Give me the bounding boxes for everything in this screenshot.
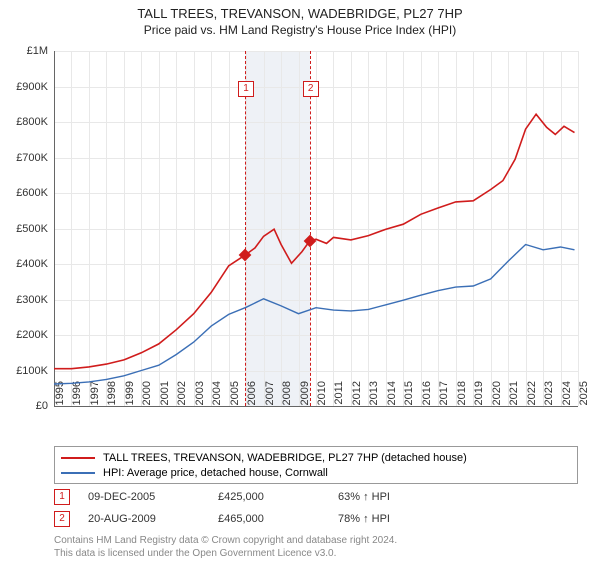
legend-swatch	[61, 457, 95, 459]
event-delta: 78% ↑ HPI	[338, 513, 448, 525]
chart-title: TALL TREES, TREVANSON, WADEBRIDGE, PL27 …	[0, 6, 600, 21]
legend: TALL TREES, TREVANSON, WADEBRIDGE, PL27 …	[54, 446, 578, 484]
y-axis-tick-label: £900K	[0, 81, 48, 93]
event-row: 2 20-AUG-2009£465,00078% ↑ HPI	[54, 510, 448, 528]
credit-line-2: This data is licensed under the Open Gov…	[54, 547, 397, 560]
legend-swatch	[61, 472, 95, 474]
event-date: 09-DEC-2005	[88, 491, 218, 503]
event-badge: 2	[54, 511, 70, 527]
series-line	[54, 245, 575, 385]
credit-text: Contains HM Land Registry data © Crown c…	[54, 534, 397, 560]
event-delta: 63% ↑ HPI	[338, 491, 448, 503]
y-axis-tick-label: £400K	[0, 258, 48, 270]
y-axis-tick-label: £200K	[0, 329, 48, 341]
y-axis-tick-label: £600K	[0, 187, 48, 199]
line-series	[54, 51, 578, 406]
event-badge: 1	[54, 489, 70, 505]
credit-line-1: Contains HM Land Registry data © Crown c…	[54, 534, 397, 547]
y-axis-tick-label: £500K	[0, 223, 48, 235]
legend-label: HPI: Average price, detached house, Corn…	[103, 467, 328, 479]
y-axis-tick-label: £300K	[0, 294, 48, 306]
event-price: £425,000	[218, 491, 338, 503]
y-axis-tick-label: £100K	[0, 365, 48, 377]
y-axis-tick-label: £800K	[0, 116, 48, 128]
event-date: 20-AUG-2009	[88, 513, 218, 525]
y-axis-tick-label: £1M	[0, 45, 48, 57]
event-price: £465,000	[218, 513, 338, 525]
chart-container: TALL TREES, TREVANSON, WADEBRIDGE, PL27 …	[0, 6, 600, 566]
legend-item: HPI: Average price, detached house, Corn…	[61, 465, 571, 480]
legend-label: TALL TREES, TREVANSON, WADEBRIDGE, PL27 …	[103, 452, 467, 464]
y-axis-tick-label: £700K	[0, 152, 48, 164]
event-row: 1 09-DEC-2005£425,00063% ↑ HPI	[54, 488, 448, 506]
series-line	[54, 114, 575, 369]
plot-area: £0£100K£200K£300K£400K£500K£600K£700K£80…	[54, 51, 578, 406]
x-axis-tick-label: 2025	[578, 381, 590, 411]
legend-item: TALL TREES, TREVANSON, WADEBRIDGE, PL27 …	[61, 450, 571, 465]
events-table: 1 09-DEC-2005£425,00063% ↑ HPI 2 20-AUG-200…	[54, 488, 448, 532]
chart-subtitle: Price paid vs. HM Land Registry's House …	[0, 23, 600, 37]
y-axis-tick-label: £0	[0, 400, 48, 412]
